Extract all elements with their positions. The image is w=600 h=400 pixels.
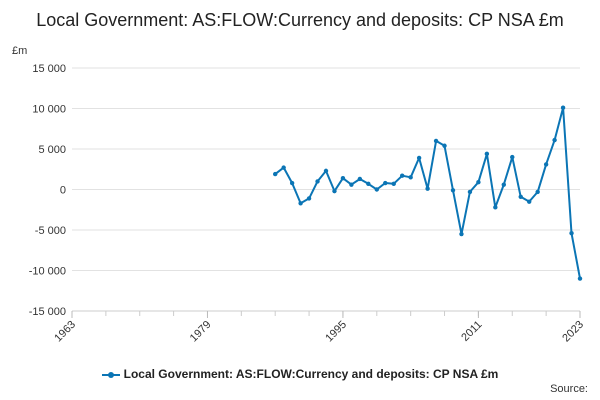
data-point[interactable] — [357, 176, 363, 182]
data-point[interactable] — [281, 165, 286, 170]
y-tick-label: 10 000 — [32, 104, 66, 116]
data-point[interactable] — [366, 181, 371, 187]
data-point[interactable] — [400, 173, 405, 178]
y-tick-label: 5 000 — [38, 144, 66, 156]
data-point[interactable] — [501, 182, 506, 187]
y-tick-label: -5 000 — [35, 225, 66, 237]
y-tick-label: 0 — [60, 185, 66, 197]
chart-title: Local Government: AS:FLOW:Currency and d… — [36, 10, 564, 30]
data-point[interactable] — [450, 188, 456, 193]
data-point[interactable] — [433, 138, 439, 144]
series-line — [274, 106, 581, 279]
legend-swatch — [101, 370, 120, 380]
x-tick-label: 2011 — [459, 319, 484, 344]
data-point[interactable] — [543, 162, 549, 167]
legend-label: Local Government: AS:FLOW:Currency and d… — [123, 367, 499, 381]
y-tick-label: -10 000 — [29, 266, 66, 278]
data-point[interactable] — [467, 189, 473, 195]
data-point[interactable] — [569, 231, 574, 236]
data-point[interactable] — [577, 276, 583, 281]
data-point[interactable] — [315, 179, 320, 184]
data-point[interactable] — [323, 168, 329, 174]
y-tick-label: -15 000 — [29, 306, 66, 318]
source-label: Source: — [550, 383, 588, 395]
data-point[interactable] — [332, 188, 337, 194]
data-point[interactable] — [289, 180, 295, 186]
data-point[interactable] — [510, 154, 515, 160]
data-point[interactable] — [298, 201, 303, 206]
data-point[interactable] — [416, 155, 422, 161]
x-tick-labels: 1963 1979 1995 2011 2023 — [52, 319, 586, 345]
x-tick-label: 2023 — [560, 319, 586, 345]
y-tick-labels: 15 000 10 000 5 000 0 -5 000 -10 000 -15 000 — [29, 63, 66, 318]
data-point[interactable] — [476, 180, 481, 185]
legend[interactable]: Local Government: AS:FLOW:Currency and d… — [0, 367, 600, 381]
data-point[interactable] — [349, 182, 354, 187]
gridlines — [71, 67, 581, 318]
data-point[interactable] — [273, 171, 278, 177]
data-point[interactable] — [391, 181, 396, 187]
data-point[interactable] — [518, 194, 523, 199]
data-point[interactable] — [535, 189, 540, 195]
data-point[interactable] — [374, 187, 379, 192]
data-point[interactable] — [425, 186, 430, 191]
data-point[interactable] — [442, 143, 447, 148]
data-point[interactable] — [493, 205, 498, 210]
data-point[interactable] — [408, 175, 413, 180]
data-point[interactable] — [340, 175, 346, 181]
data-point[interactable] — [459, 231, 464, 237]
series-group — [273, 105, 583, 281]
data-point[interactable] — [552, 137, 557, 143]
x-tick-label: 1979 — [188, 319, 214, 345]
data-point[interactable] — [527, 199, 532, 204]
y-axis-label: £m — [12, 45, 28, 57]
data-point[interactable] — [484, 151, 490, 157]
data-point[interactable] — [306, 196, 312, 201]
data-point[interactable] — [560, 105, 566, 110]
x-tick-label: 1963 — [52, 319, 78, 345]
data-point[interactable] — [383, 180, 388, 186]
x-tick-label: 1995 — [323, 319, 349, 345]
y-tick-label: 15 000 — [32, 63, 66, 75]
